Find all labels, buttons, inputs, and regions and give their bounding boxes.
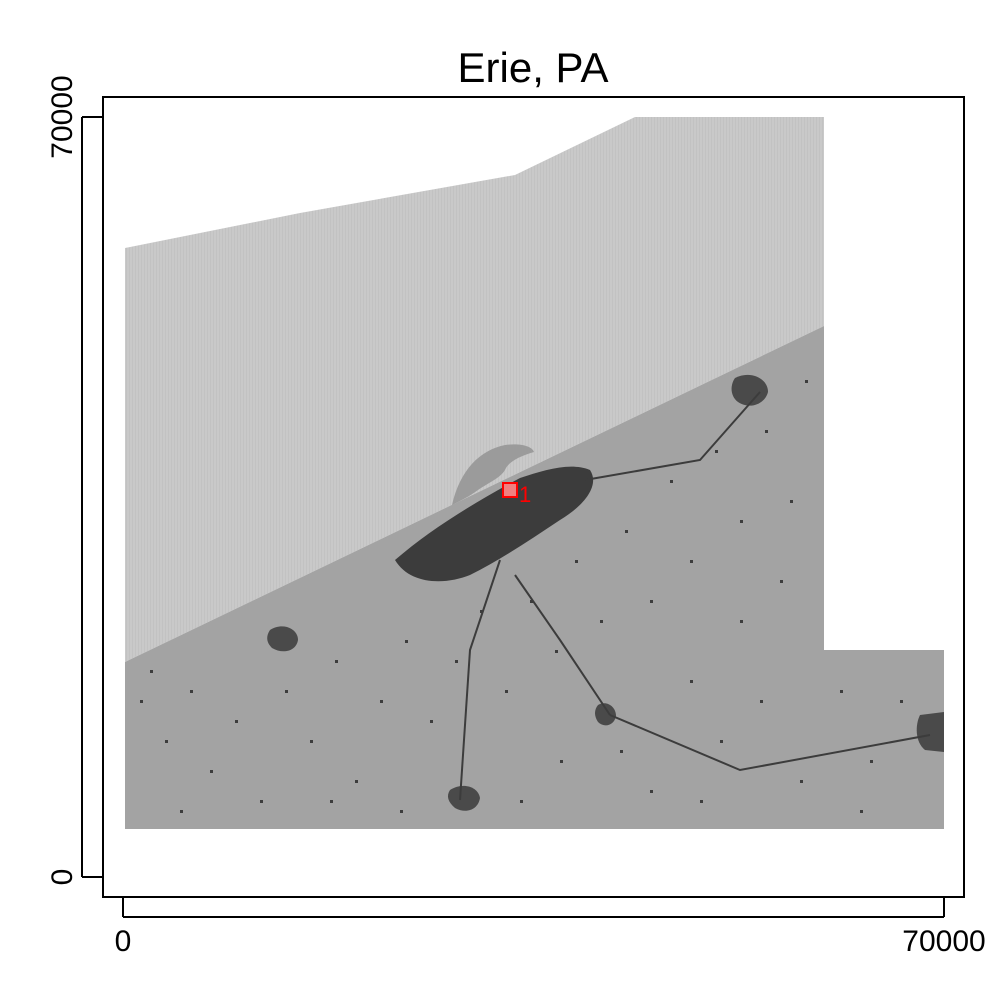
urban-erie [395,466,594,582]
marker-label: 1 [519,482,531,507]
marker-square [502,482,518,498]
urban-southeast [916,712,944,752]
roads [459,391,931,801]
x-axis [122,897,945,918]
development-speckle [140,380,903,813]
urban-south [595,703,616,726]
urban-southwest [447,785,480,811]
peninsula [452,444,534,505]
lake-erie-water [125,117,824,662]
y-tick-label-70000: 70000 [46,75,79,158]
x-tick-label-0: 0 [115,925,132,958]
urban-lakeshore-west [267,626,298,652]
y-axis [81,116,103,878]
y-tick-label-0: 0 [46,869,79,886]
plot-frame [102,96,965,898]
location-marker-1: 1 [502,482,531,507]
x-tick-label-70000: 70000 [902,925,985,958]
urban-east [731,374,768,406]
land-area [125,326,944,829]
chart-title: Erie, PA [458,44,609,91]
land-cover-raster [125,117,944,829]
